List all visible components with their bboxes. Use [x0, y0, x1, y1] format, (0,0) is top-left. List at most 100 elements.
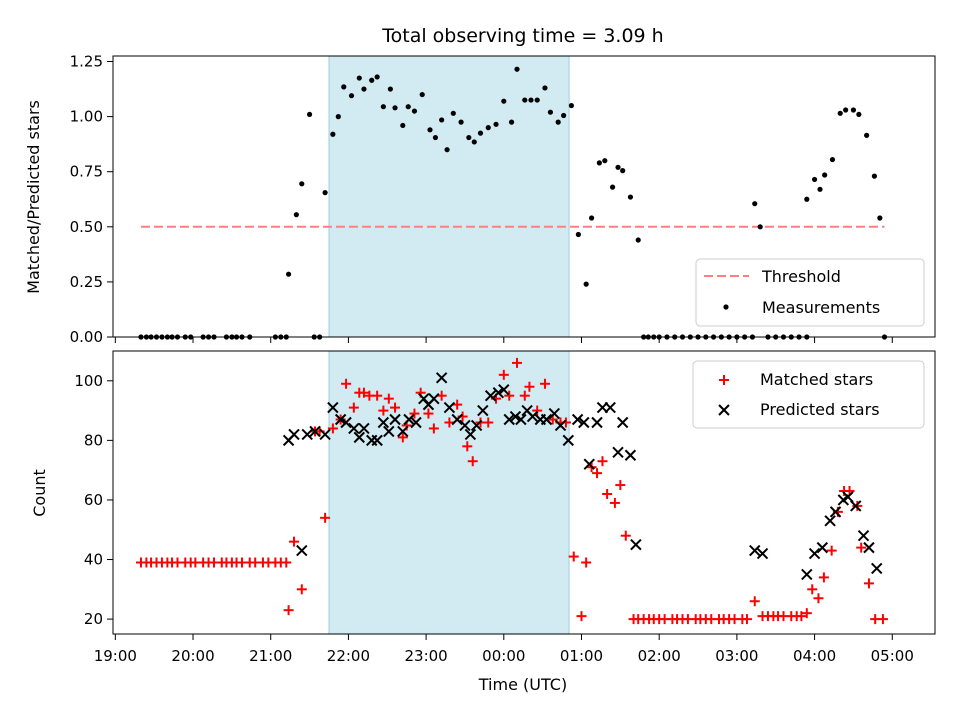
predicted-stars-point [301, 428, 313, 441]
top-legend: Threshold Measurements [695, 258, 925, 327]
matched-stars-point [348, 402, 359, 413]
measurement-point [837, 110, 843, 116]
x-tick-label: 20:00 [171, 647, 214, 665]
predicted-stars-point [857, 529, 870, 542]
predicted-stars-point [801, 568, 813, 581]
measurement-point [547, 109, 554, 115]
matched-stars-point [341, 378, 352, 389]
matched-stars-point [327, 423, 338, 434]
y-tick-label: 20 [84, 610, 103, 628]
predicted-stars-point [624, 449, 637, 461]
measurement-point [361, 86, 367, 92]
x-tick-label: 21:00 [249, 647, 292, 665]
predicted-stars-point [554, 419, 567, 432]
measurement-point [356, 75, 362, 81]
predicted-stars-point [371, 434, 383, 447]
matched-stars-point [296, 584, 307, 595]
measurement-point [542, 85, 548, 91]
matched-stars-point [378, 405, 389, 416]
measurement-point [285, 271, 292, 277]
matched-stars-point [383, 393, 394, 404]
measurement-point [466, 134, 472, 141]
matched-stars-point [512, 357, 523, 368]
matched-stars-series [135, 357, 888, 625]
measurement-point [877, 215, 883, 221]
y-tick-label: 0.50 [70, 218, 103, 236]
measurement-point [405, 104, 411, 110]
matched-stars-point [609, 497, 620, 508]
matched-stars-point [409, 408, 420, 419]
measurement-point [335, 114, 341, 120]
predicted-stars-point [829, 506, 842, 518]
measurement-point [602, 158, 608, 164]
measurement-point [817, 186, 823, 192]
y-tick-label: 80 [84, 431, 103, 449]
measurement-point [419, 91, 425, 98]
measurement-point [568, 102, 574, 109]
predicted-stars-point [583, 458, 595, 470]
predicted-stars-point [358, 422, 370, 435]
measurement-point [348, 93, 355, 99]
legend-predicted-label: Predicted stars [760, 400, 880, 419]
matched-stars-point [856, 542, 867, 553]
measurement-point [856, 111, 862, 118]
measurement-point [458, 119, 464, 125]
measurement-point [427, 127, 433, 133]
matched-stars-point [397, 432, 408, 443]
matched-stars-point [423, 408, 434, 419]
measurement-point [843, 107, 849, 113]
matched-stars-point [444, 417, 455, 428]
bottom-count-panel: 20 40 60 80 100 19:00 20:00 21:00 22:00 23:00 00:… [30, 350, 936, 694]
measurement-point [387, 86, 393, 92]
measurement-point [411, 108, 418, 114]
predicted-stars-point [353, 431, 365, 444]
matched-stars-point [863, 578, 874, 589]
x-tick-label: 00:00 [482, 647, 525, 665]
measurement-point [432, 134, 439, 141]
measurement-point [635, 237, 641, 243]
predicted-stars-point [630, 538, 642, 551]
matched-stars-point [568, 551, 579, 562]
y-tick-label: 60 [84, 491, 103, 509]
measurement-point [514, 66, 520, 72]
predicted-stars-point [348, 422, 360, 435]
matched-stars-point [615, 480, 626, 491]
matched-stars-point [719, 375, 729, 385]
top-y-ticks: 0.00 0.25 0.50 0.75 1.00 1.25 [70, 53, 113, 346]
matched-stars-point [524, 381, 535, 392]
predicted-stars-point [435, 372, 448, 384]
x-axis-label: Time (UTC) [478, 675, 567, 694]
predicted-stars-point [612, 446, 624, 458]
measurement-point [374, 74, 380, 80]
legend-frame [695, 258, 925, 327]
matched-stars-point [852, 500, 863, 511]
measurement-point [864, 132, 870, 138]
measurement-point [757, 224, 763, 230]
measurement-point [380, 104, 386, 110]
matched-stars-point [483, 417, 494, 428]
predicted-stars-point [484, 389, 497, 402]
predicted-stars-point [428, 392, 440, 405]
predicted-stars-point [403, 413, 415, 426]
matched-stars-point [826, 545, 837, 556]
matched-stars-point [741, 614, 752, 625]
y-tick-label: 100 [74, 372, 103, 390]
predicted-stars-point [515, 413, 527, 426]
predicted-stars-point [503, 413, 515, 426]
predicted-stars-point [604, 401, 616, 414]
y-tick-label: 0.75 [70, 163, 103, 181]
predicted-stars-point [383, 425, 395, 438]
matched-stars-point [539, 378, 550, 389]
predicted-stars-series [282, 372, 883, 581]
y-tick-label: 0.00 [70, 328, 103, 346]
predicted-stars-point [464, 428, 477, 441]
measurement-point [439, 117, 445, 123]
predicted-stars-point [616, 416, 629, 429]
bottom-x-ticks: 19:00 20:00 21:00 22:00 23:00 00:00 01:00 02:00… [94, 634, 914, 665]
predicted-stars-point [808, 547, 821, 560]
predicted-stars-point [443, 401, 456, 414]
x-tick-label: 05:00 [871, 647, 914, 665]
matched-stars-point [320, 512, 331, 523]
measurement-point [871, 173, 877, 179]
chart-title: Total observing time = 3.09 h [381, 25, 663, 47]
